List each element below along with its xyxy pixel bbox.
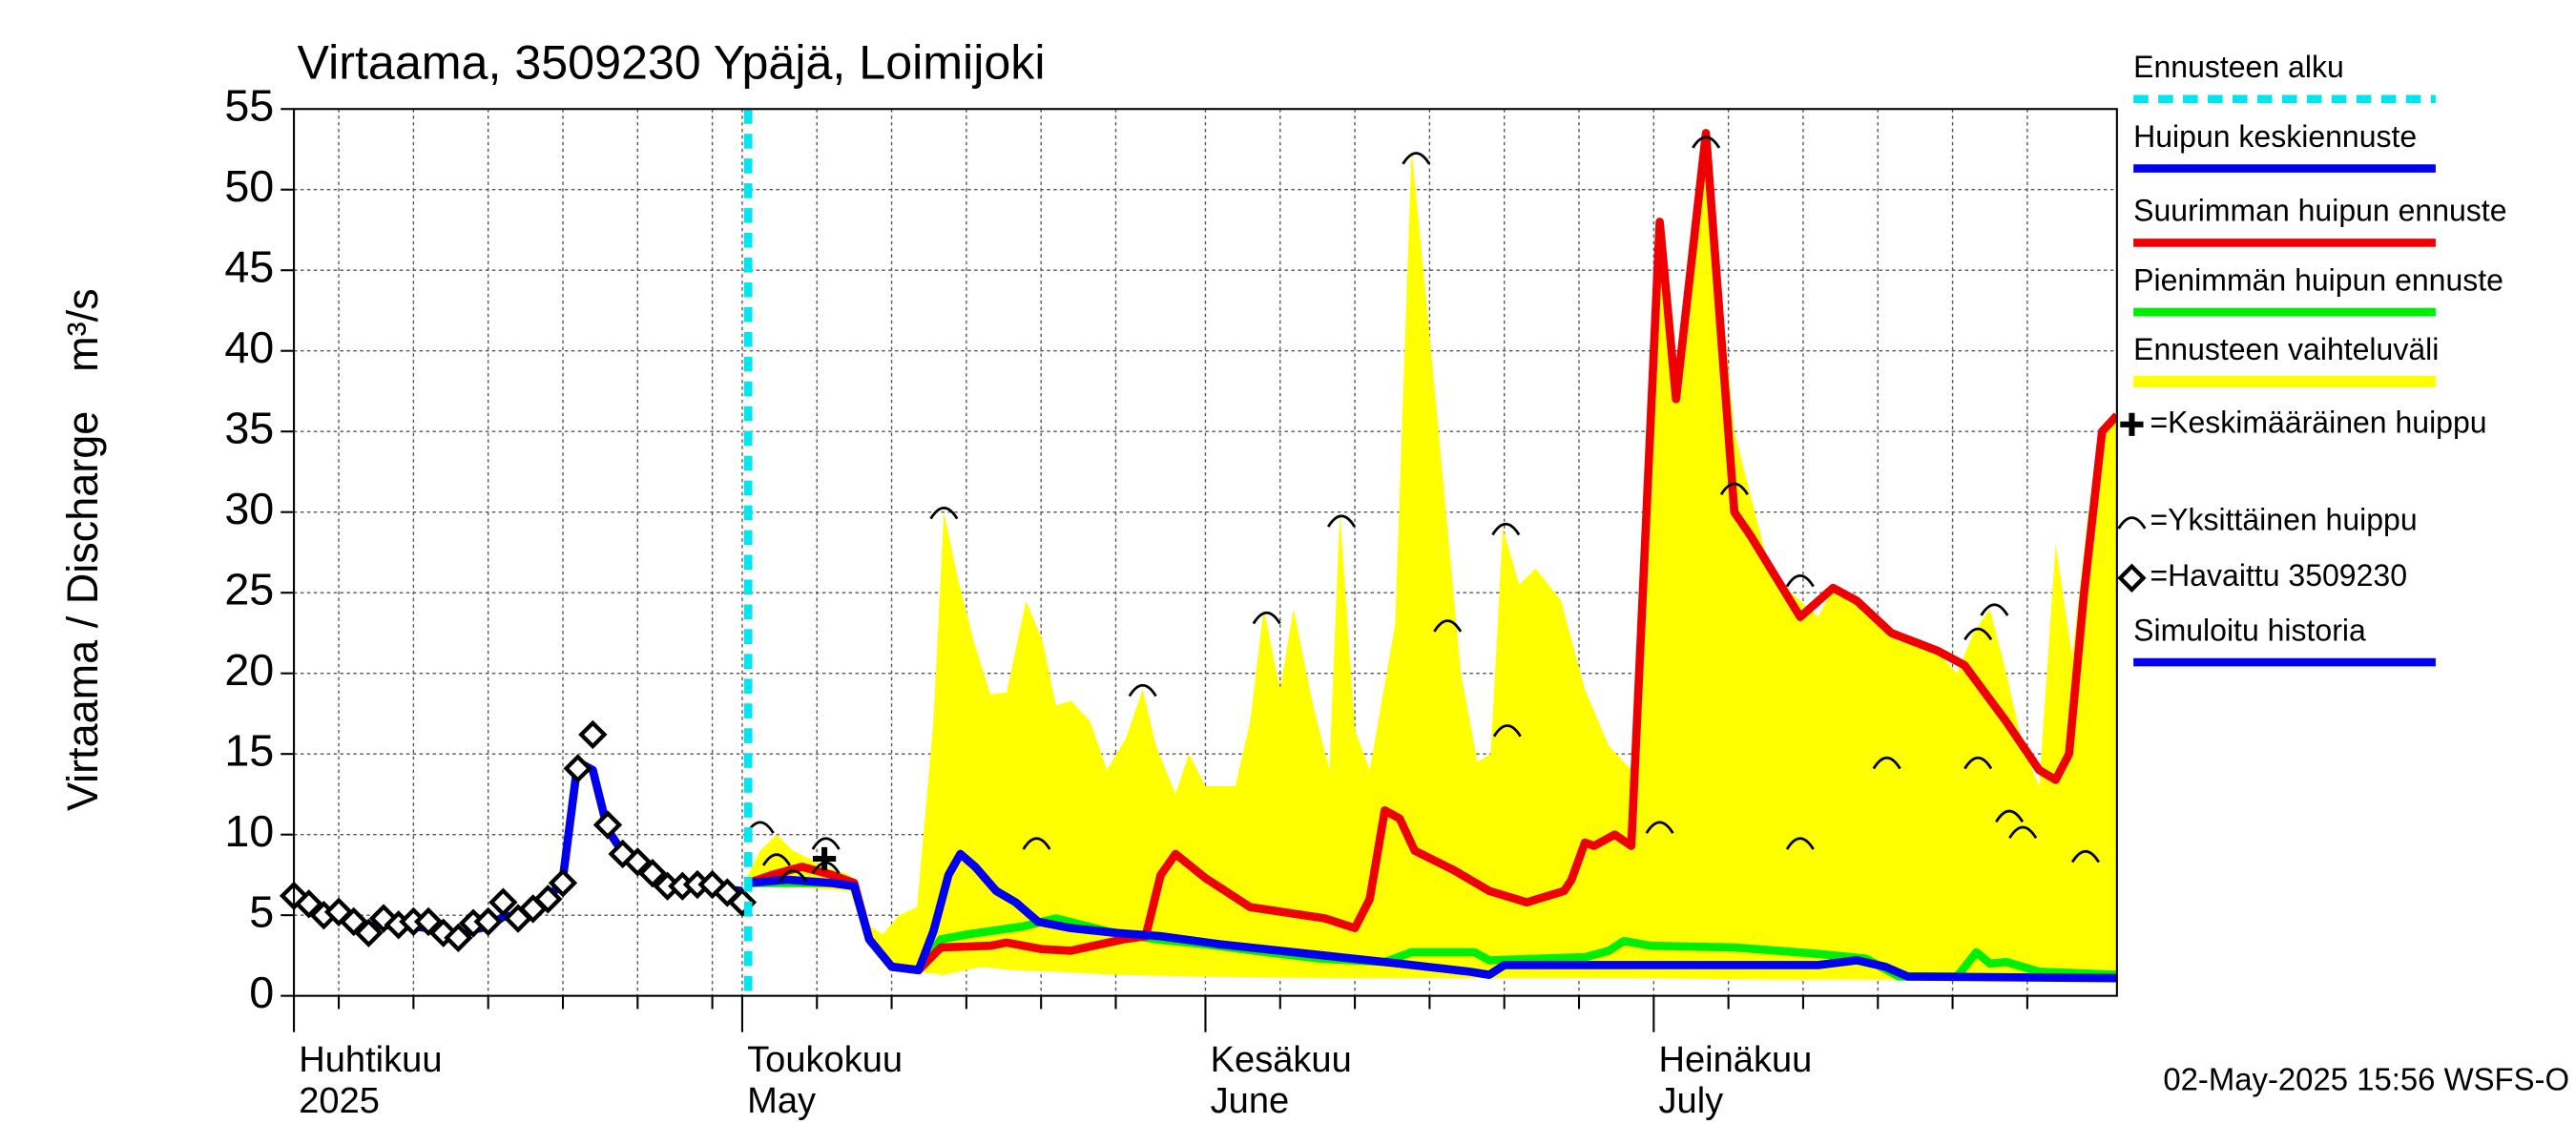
chart-title: Virtaama, 3509230 Ypäjä, Loimijoki	[298, 35, 1046, 89]
series-line	[747, 849, 2117, 983]
legend: Ennusteen alku Huipun keskiennuste Suurimm…	[2117, 50, 2507, 667]
x-tick-label: Toukokuu	[747, 1040, 903, 1080]
y-tick-label: 10	[224, 806, 274, 856]
series-line	[746, 129, 2117, 974]
y-axis-unit: m³/s	[58, 288, 107, 371]
forecast-range	[748, 133, 2117, 980]
peak-marker	[2070, 849, 2100, 864]
y-tick-label: 20	[224, 645, 274, 695]
observed-point	[592, 810, 623, 840]
peak-marker	[1128, 683, 1157, 697]
legend-label: Ennusteen alku	[2133, 50, 2344, 84]
observed-point	[533, 885, 563, 914]
legend-label: Ennusteen vaihteluväli	[2133, 332, 2439, 366]
peak-marker	[1963, 627, 1993, 641]
peak-marker	[1326, 514, 1357, 528]
observed-point	[339, 906, 368, 937]
grid	[293, 108, 2117, 997]
peak-marker	[1872, 756, 1901, 770]
observed-point	[294, 889, 323, 919]
plot-area: 0510152025303540455055Huhtikuu2025Toukok…	[224, 81, 2118, 1121]
peak-marker	[1980, 603, 2009, 616]
y-tick-label: 25	[224, 565, 274, 614]
peak-marker	[1719, 482, 1749, 496]
observed-point	[548, 868, 578, 898]
legend-label: Pienimmän huipun ennuste	[2133, 262, 2503, 297]
x-tick-sublabel: May	[747, 1081, 816, 1121]
y-tick-label: 0	[249, 968, 274, 1017]
observed-point	[488, 887, 518, 917]
peak-marker	[1433, 619, 1463, 633]
legend-label: =Havaittu 3509230	[2150, 558, 2407, 593]
peak-marker	[1785, 573, 1815, 588]
peak-marker	[1022, 837, 1051, 850]
legend-swatch	[2120, 412, 2144, 436]
peak-marker	[1692, 135, 1721, 149]
mean-peak-marker	[812, 846, 837, 871]
legend-swatch	[2117, 563, 2147, 593]
peak-marker	[811, 861, 841, 875]
x-tick-sublabel: 2025	[299, 1081, 380, 1121]
y-tick-label: 55	[224, 81, 274, 131]
x-tick-sublabel: July	[1659, 1081, 1724, 1121]
observed-point	[623, 847, 653, 877]
y-tick-label: 15	[224, 726, 274, 776]
observed-point	[563, 754, 592, 783]
observed-point	[473, 906, 503, 937]
peak-marker	[1963, 756, 1993, 770]
peak-marker	[811, 837, 841, 850]
y-tick-label: 50	[224, 161, 274, 211]
peak-marker	[1645, 821, 1674, 834]
peak-marker	[1785, 837, 1815, 850]
legend-swatch	[2117, 516, 2147, 530]
x-tick-sublabel: June	[1211, 1081, 1290, 1121]
x-tick-label: Kesäkuu	[1211, 1040, 1352, 1080]
observed-point	[413, 906, 444, 937]
observed-point	[354, 918, 384, 947]
peak-marker	[1995, 809, 2025, 823]
y-tick-label: 35	[224, 404, 274, 453]
observed-point	[578, 719, 608, 750]
legend-label: Simuloitu historia	[2133, 613, 2366, 647]
peak-marker	[1491, 522, 1521, 536]
observed-point	[637, 859, 668, 888]
y-tick-label: 40	[224, 323, 274, 372]
peak-marker	[761, 853, 791, 866]
peak-marker	[1402, 152, 1431, 165]
legend-label: Huipun keskiennuste	[2133, 119, 2417, 154]
legend-label: =Yksittäinen huippu	[2150, 502, 2417, 536]
y-tick-label: 45	[224, 242, 274, 292]
legend-label: =Keskimääräinen huippu	[2150, 405, 2486, 439]
x-tick-label: Heinäkuu	[1659, 1040, 1813, 1080]
peak-marker	[779, 869, 808, 883]
y-axis-label: Virtaama / Discharge	[58, 411, 107, 811]
peak-marker	[1492, 724, 1522, 738]
x-tick-label: Huhtikuu	[299, 1040, 442, 1080]
timestamp: 02-May-2025 15:56 WSFS-O	[2163, 1061, 2569, 1096]
peak-marker	[929, 507, 959, 520]
peak-marker	[2008, 825, 2038, 839]
observed-point	[444, 923, 473, 952]
y-tick-label: 5	[249, 887, 274, 937]
y-tick-label: 30	[224, 484, 274, 533]
legend-label: Suurimman huipun ennuste	[2133, 194, 2506, 228]
peak-marker	[1252, 611, 1281, 625]
